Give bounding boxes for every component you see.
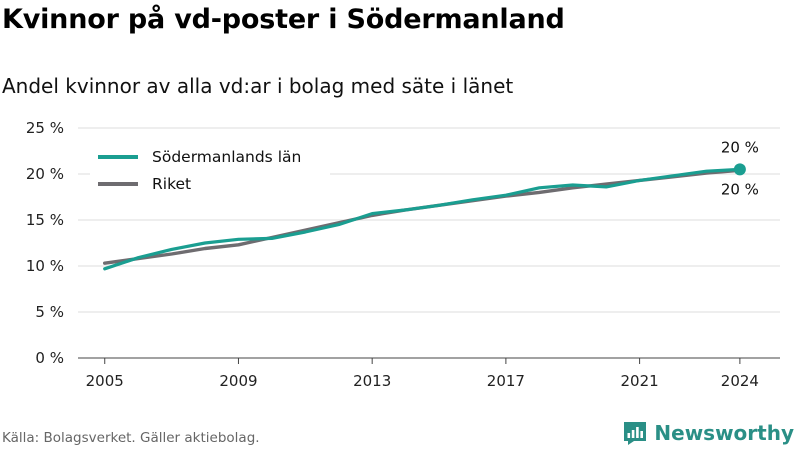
x-tick-label: 2024 [721, 372, 759, 390]
y-tick-label: 0 % [35, 349, 64, 367]
y-tick-label: 20 % [26, 165, 64, 183]
x-tick-label: 2009 [219, 372, 257, 390]
axes: 0 % 5 % 10 % 15 % 20 % 25 % 2005 2009 2013 2017 20… [26, 119, 780, 390]
chart-subtitle: Andel kvinnor av alla vd:ar i bolag med … [2, 74, 514, 98]
source-note: Källa: Bolagsverket. Gäller aktiebolag. [2, 430, 260, 446]
brand-name: Newsworthy [654, 421, 794, 445]
x-tick-label: 2013 [353, 372, 391, 390]
x-tick-label: 2005 [86, 372, 124, 390]
end-labels: 20 % 20 % [721, 138, 759, 198]
y-tick-label: 5 % [35, 303, 64, 321]
y-tick-label: 25 % [26, 119, 64, 137]
end-label-riket: 20 % [721, 180, 759, 198]
series-line-sodermanland [103, 167, 742, 271]
bar-chart-logo-icon [624, 422, 647, 445]
end-label-sodermanland: 20 % [721, 138, 759, 156]
y-tick-label: 10 % [26, 257, 64, 275]
x-tick-label: 2017 [487, 372, 525, 390]
legend-background [90, 143, 330, 201]
series-end-point [733, 163, 746, 176]
legend-label: Riket [152, 175, 191, 193]
x-tick-label: 2021 [621, 372, 659, 390]
series-lines [102, 163, 746, 271]
legend: Södermanlands län Riket [90, 143, 330, 201]
chart-title: Kvinnor på vd-poster i Södermanland [2, 4, 565, 35]
legend-label: Södermanlands län [152, 148, 301, 166]
brand-logo[interactable]: Newsworthy [622, 420, 794, 446]
y-tick-label: 15 % [26, 211, 64, 229]
